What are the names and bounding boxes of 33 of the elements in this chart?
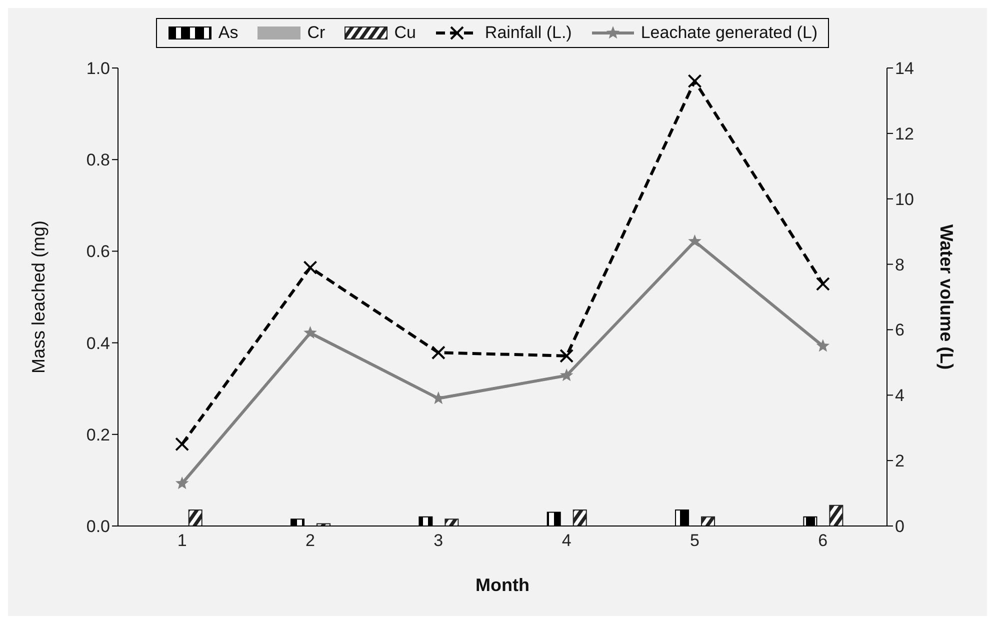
legend-label: As	[218, 23, 238, 43]
y2-tick-label: 12	[895, 124, 914, 144]
y-tick-label: 0.8	[86, 150, 110, 170]
x-tick-label: 4	[562, 531, 572, 550]
legend-label: Cu	[394, 23, 416, 43]
x-tick-label: 6	[818, 531, 828, 550]
y2-tick-label: 8	[895, 255, 904, 274]
legend-label: Leachate generated (L)	[640, 23, 818, 43]
y-tick-label: 0.2	[86, 425, 110, 444]
point	[560, 368, 574, 382]
legend-label: Rainfall (L.)	[484, 23, 572, 43]
y2-tick-label: 2	[895, 452, 904, 471]
y2-tick-label: 4	[895, 386, 904, 406]
point	[304, 326, 317, 339]
point	[816, 339, 830, 352]
y-tick-label: 0.0	[86, 517, 110, 536]
x-tick-label: 1	[177, 531, 187, 550]
legend-label: Cr	[307, 23, 326, 43]
x-tick-label: 2	[306, 531, 315, 550]
y2-tick-label: 0	[895, 517, 904, 536]
y2-axis-title: Water volume (L)	[936, 224, 957, 370]
point	[175, 476, 189, 490]
y2-tick-label: 10	[895, 190, 914, 209]
x-tick-label: 5	[690, 531, 700, 550]
y-axis-title: Mass leached (mg)	[28, 220, 48, 374]
x-axis-title: Month	[476, 575, 530, 595]
y2-tick-label: 14	[895, 59, 914, 78]
point	[688, 234, 702, 248]
y-tick-label: 0.6	[86, 242, 110, 262]
y2-tick-label: 6	[895, 320, 904, 340]
x-tick-label: 3	[434, 531, 444, 550]
y-tick-label: 1.0	[86, 59, 110, 78]
y-tick-label: 0.4	[86, 334, 110, 353]
